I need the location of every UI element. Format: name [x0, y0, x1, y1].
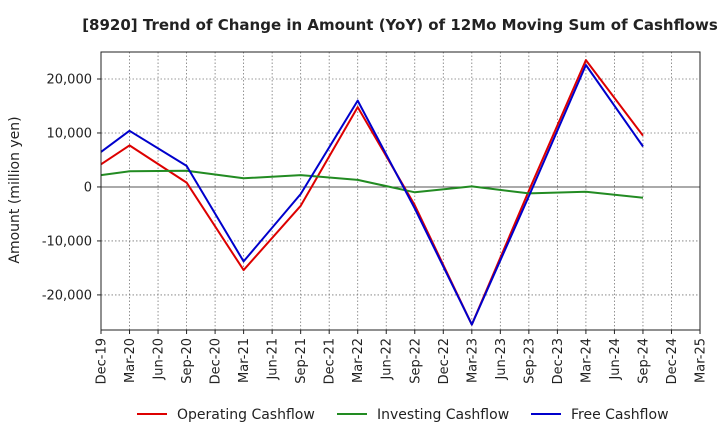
y-tick-label: -10,000	[42, 234, 92, 249]
x-tick-label: Dec-22	[437, 338, 452, 384]
x-tick-label: Dec-20	[209, 338, 224, 384]
x-tick-label: Jun-20	[152, 338, 167, 381]
x-tick-label: Jun-23	[494, 338, 509, 381]
x-tick-label: Jun-24	[608, 338, 623, 381]
x-tick-label: Sep-23	[522, 338, 537, 384]
legend-label: Free Cashflow	[571, 407, 669, 423]
x-tick-label: Sep-21	[294, 338, 309, 384]
series-line	[100, 169, 644, 199]
x-tick-label: Sep-24	[636, 338, 651, 384]
x-tick-label: Dec-19	[95, 338, 110, 384]
x-tick-label: Dec-21	[323, 338, 338, 384]
y-tick-labels: 20,000 10,000 0 -10,000 -20,000	[42, 72, 101, 303]
legend: Operating Cashflow Investing Cashflow Free…	[137, 407, 669, 423]
chart-title: [8920] Trend of Change in Amount (YoY) o…	[82, 16, 718, 34]
x-tick-label: Dec-23	[551, 338, 566, 384]
x-tick-label: Mar-21	[237, 338, 252, 383]
x-tick-label: Sep-22	[408, 338, 423, 384]
y-tick-label: 20,000	[47, 72, 93, 87]
series-lines	[100, 59, 644, 326]
x-tick-labels: Dec-19 Mar-20 Jun-20 Sep-20 Dec-20 Mar-21 Jun-…	[95, 330, 709, 384]
x-tick-label: Mar-24	[579, 338, 594, 383]
x-tick-label: Jun-22	[380, 338, 395, 381]
grid	[101, 52, 700, 330]
y-tick-label: -20,000	[42, 288, 92, 303]
legend-label: Operating Cashflow	[177, 407, 315, 423]
x-tick-label: Sep-20	[180, 338, 195, 384]
x-tick-label: Jun-21	[266, 338, 281, 381]
series-line	[100, 64, 644, 326]
x-tick-label: Mar-23	[465, 338, 480, 383]
x-tick-label: Mar-20	[123, 338, 138, 383]
plot-frame	[100, 51, 701, 331]
legend-label: Investing Cashflow	[377, 407, 509, 423]
y-axis-label: Amount (million yen)	[7, 116, 23, 263]
x-tick-label: Dec-24	[665, 338, 680, 384]
y-tick-label: 10,000	[47, 126, 93, 141]
x-tick-label: Mar-25	[694, 338, 709, 383]
y-tick-label: 0	[84, 180, 92, 195]
x-tick-label: Mar-22	[351, 338, 366, 383]
